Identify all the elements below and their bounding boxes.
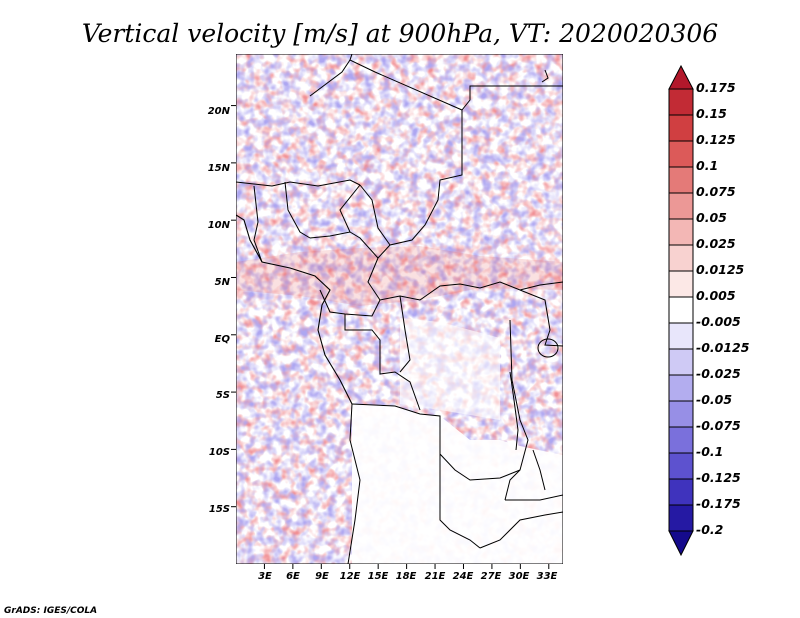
y-tick-label: 15N <box>208 163 231 174</box>
colorbar-box <box>668 400 694 428</box>
grads-credit: GrADS: IGES/COLA <box>4 606 97 616</box>
colorbar-box <box>668 114 694 142</box>
axis-ticks <box>231 105 550 569</box>
x-tick-label: 33E <box>537 571 558 582</box>
colorbar-label: 0.005 <box>696 288 736 303</box>
colorbar-label: -0.125 <box>696 470 741 485</box>
colorbar-box <box>668 218 694 246</box>
colorbar-box <box>668 192 694 220</box>
x-tick-label: 27E <box>481 571 502 582</box>
x-tick-label: 3E <box>258 571 272 582</box>
map-panel <box>236 54 563 564</box>
colorbar-label: -0.175 <box>696 496 741 511</box>
y-tick-label: 10N <box>208 220 231 231</box>
y-tick-label: EQ <box>215 334 231 345</box>
colorbar-box <box>668 270 694 298</box>
colorbar-box <box>668 296 694 324</box>
colorbar-box <box>668 140 694 168</box>
x-tick-label: 30E <box>509 571 530 582</box>
x-tick-label: 9E <box>315 571 329 582</box>
calm-region-2 <box>400 318 500 420</box>
colorbar: 0.175 0.15 0.125 0.1 0.075 0.05 0.025 0.… <box>668 64 750 557</box>
colorbar-box <box>668 88 694 116</box>
colorbar-box <box>668 452 694 480</box>
y-tick-label: 20N <box>208 106 231 117</box>
colorbar-label: 0.0125 <box>696 262 745 277</box>
colorbar-box <box>668 478 694 506</box>
x-tick-label: 15E <box>368 571 389 582</box>
colorbar-label: -0.0125 <box>696 340 750 355</box>
x-tick-label: 12E <box>340 571 361 582</box>
colorbar-label: 0.05 <box>696 210 727 225</box>
colorbar-label: 0.175 <box>696 80 736 95</box>
y-tick-label: 5S <box>216 390 230 401</box>
colorbar-label: 0.1 <box>696 158 718 173</box>
colorbar-label: -0.05 <box>696 392 732 407</box>
y-tick-label: 10S <box>209 447 230 458</box>
colorbar-box <box>668 426 694 454</box>
y-tick-label: 5N <box>215 277 231 288</box>
colorbar-top-arrow <box>668 64 694 90</box>
colorbar-label: -0.025 <box>696 366 741 381</box>
colorbar-boxes <box>668 88 694 532</box>
x-tick-label: 6E <box>286 571 300 582</box>
colorbar-box <box>668 322 694 350</box>
colorbar-box <box>668 348 694 376</box>
colorbar-label: -0.005 <box>696 314 741 329</box>
x-axis: 3E 6E 9E 12E 15E 18E 21E 24E 27E 30E 33E <box>258 571 557 582</box>
chart-title: Vertical velocity [m/s] at 900hPa, VT: 2… <box>82 19 718 48</box>
colorbar-label: -0.1 <box>696 444 723 459</box>
y-axis: 20N 15N 10N 5N EQ 5S 10S 15S <box>208 106 231 515</box>
colorbar-box <box>668 166 694 194</box>
colorbar-label: -0.075 <box>696 418 741 433</box>
coastline <box>236 214 353 405</box>
colorbar-box <box>668 504 694 532</box>
x-tick-label: 24E <box>453 571 474 582</box>
colorbar-label: 0.025 <box>696 236 736 251</box>
lakes <box>509 69 559 491</box>
colorbar-box <box>668 244 694 272</box>
colorbar-label: 0.15 <box>696 106 727 121</box>
y-tick-label: 15S <box>209 504 230 515</box>
x-tick-label: 18E <box>396 571 417 582</box>
colorbar-label: 0.125 <box>696 132 736 147</box>
country-boundaries <box>236 54 563 564</box>
colorbar-label: 0.075 <box>696 184 736 199</box>
x-tick-label: 21E <box>425 571 446 582</box>
colorbar-bottom-arrow <box>668 530 694 557</box>
colorbar-label: -0.2 <box>696 522 723 537</box>
calm-region <box>352 404 563 564</box>
red-band-north <box>236 246 563 306</box>
colorbar-box <box>668 374 694 402</box>
